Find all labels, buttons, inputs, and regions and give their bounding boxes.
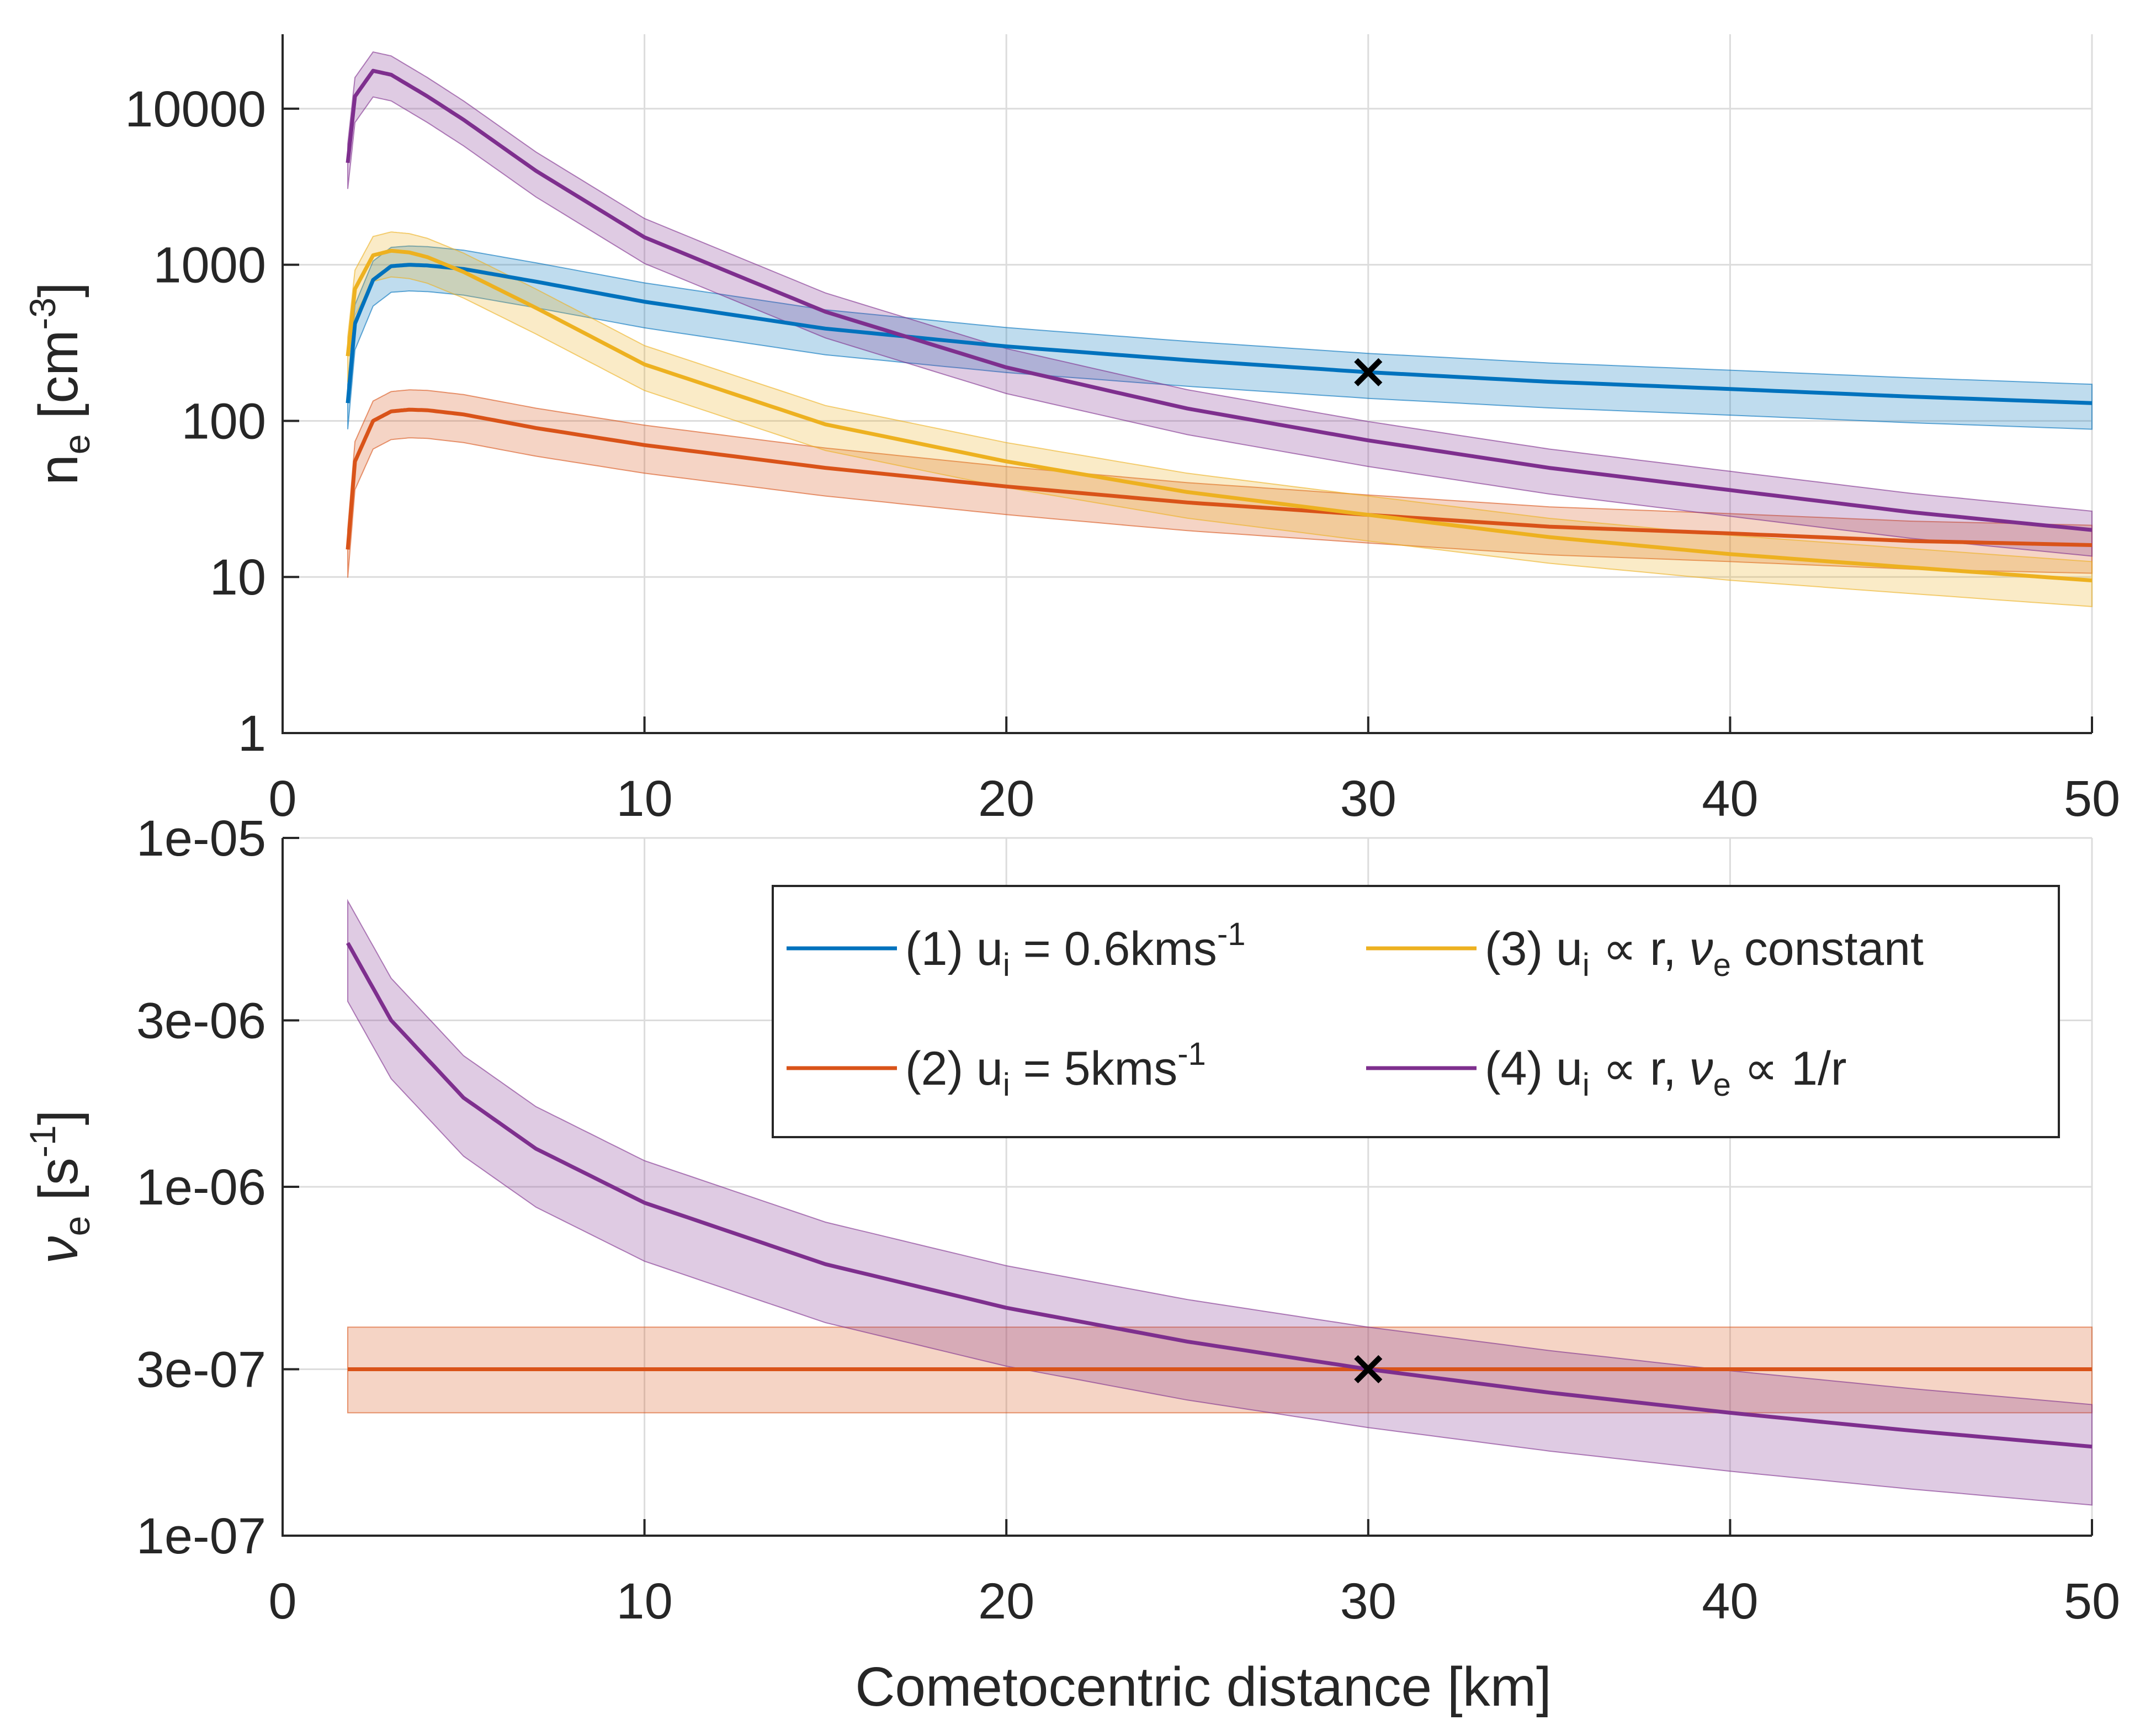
top-line-series-2 xyxy=(346,407,2093,550)
x-tick-label: 40 xyxy=(1702,771,1758,827)
legend: (1) ui = 0.6kms-1 (3) ui ∝ r, νe constan… xyxy=(772,885,2060,1138)
bottom-axes-frame xyxy=(282,838,2092,1537)
top-line-series-4 xyxy=(346,68,2093,532)
y-tick-label: 1000 xyxy=(153,237,266,294)
bottom-y-axis-label: νe [s-1] xyxy=(22,1110,97,1264)
top-band-series-4 xyxy=(347,51,2093,557)
x-marker xyxy=(1354,1355,1383,1383)
top-x-tick-labels: 0 10 20 30 40 50 xyxy=(268,771,2120,827)
bottom-x-axis-label: Cometocentric distance [km] xyxy=(855,1656,1552,1718)
top-markers xyxy=(1354,358,1383,386)
y-tick-label: 10000 xyxy=(125,81,266,137)
legend-entry-4: (4) ui ∝ r, νe ∝ 1/r xyxy=(1485,1042,1847,1103)
top-series-lines xyxy=(346,68,2093,582)
x-tick-label: 20 xyxy=(978,1573,1034,1630)
y-tick-label: 1e-07 xyxy=(136,1508,266,1564)
bot-line-series-2 xyxy=(346,942,2093,1449)
x-tick-label: 40 xyxy=(1702,1573,1758,1630)
x-marker xyxy=(1354,358,1383,386)
bottom-x-tick-labels: 0 10 20 30 40 50 xyxy=(268,1573,2120,1630)
bottom-series-lines xyxy=(346,942,2093,1449)
x-tick-label: 0 xyxy=(268,1573,296,1630)
y-tick-label: 3e-07 xyxy=(136,1341,266,1398)
top-line-series-3 xyxy=(346,248,2093,582)
x-tick-label: 10 xyxy=(616,771,672,827)
top-band-series-1 xyxy=(347,245,2093,430)
legend-entry-1: (1) ui = 0.6kms-1 xyxy=(905,916,1246,983)
legend-entry-3: (3) ui ∝ r, νe constant xyxy=(1485,922,1924,983)
bottom-panel-nu-plot: 0 10 20 30 40 50 1e-07 3e-07 1e-06 3e-06 1e-05 Co… xyxy=(22,810,2120,1718)
x-tick-label: 0 xyxy=(268,771,296,827)
x-tick-label: 20 xyxy=(978,771,1034,827)
bottom-y-tick-labels: 1e-07 3e-07 1e-06 3e-06 1e-05 xyxy=(136,810,266,1564)
top-y-axis-label: ne [cm-3] xyxy=(22,282,97,485)
top-panel-ne-plot: 0 10 20 30 40 50 1 10 100 1000 10000 ne [cm-3] xyxy=(22,34,2120,827)
y-tick-label: 3e-06 xyxy=(136,992,266,1049)
top-axes-frame xyxy=(282,34,2092,734)
y-tick-label: 1 xyxy=(238,705,266,762)
y-tick-label: 10 xyxy=(210,549,266,606)
x-tick-label: 10 xyxy=(616,1573,672,1630)
y-tick-label: 100 xyxy=(182,393,267,449)
top-y-tick-labels: 1 10 100 1000 10000 xyxy=(125,81,266,762)
x-tick-label: 50 xyxy=(2064,1573,2120,1630)
legend-entry-2: (2) ui = 5kms-1 xyxy=(905,1036,1206,1103)
y-tick-label: 1e-05 xyxy=(136,810,266,867)
legend-box xyxy=(772,885,2060,1138)
x-tick-label: 30 xyxy=(1340,771,1396,827)
x-tick-label: 30 xyxy=(1340,1573,1396,1630)
bot-band-series-2 xyxy=(347,899,2093,1506)
x-tick-label: 50 xyxy=(2064,771,2120,827)
y-tick-label: 1e-06 xyxy=(136,1159,266,1216)
bottom-markers xyxy=(1354,1355,1383,1383)
top-line-series-1 xyxy=(346,263,2093,405)
